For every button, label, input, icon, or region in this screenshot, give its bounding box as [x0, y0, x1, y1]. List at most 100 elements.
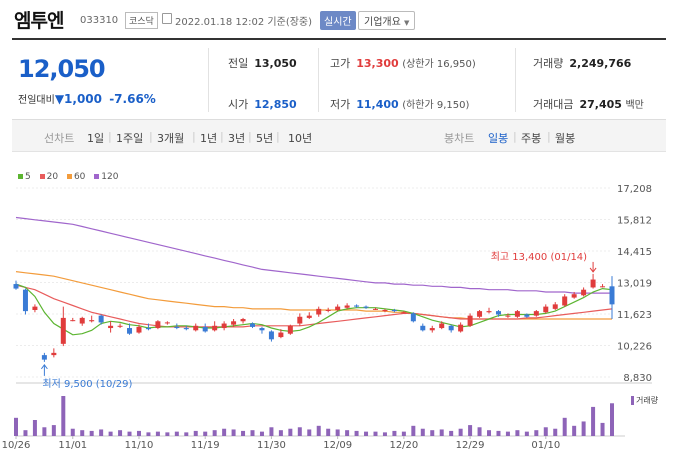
volume-bar	[477, 427, 482, 436]
y-tick-label: 15,812	[617, 216, 652, 227]
separator: |	[192, 130, 196, 143]
volume-bar	[51, 425, 56, 436]
period-10y[interactable]: 10년	[288, 132, 313, 145]
volume-bar	[118, 430, 123, 436]
volume-bar	[288, 428, 293, 436]
candle-body	[467, 315, 473, 326]
volume-bar	[269, 427, 274, 436]
candle-body	[145, 328, 151, 330]
candle-body	[306, 315, 312, 318]
candle-body	[51, 352, 57, 356]
candle-weekly[interactable]: 주봉	[521, 132, 542, 145]
candle-body	[571, 294, 577, 298]
candle-body	[581, 289, 587, 296]
candle-body	[477, 311, 483, 317]
market-badge: 코스닥	[125, 12, 158, 29]
volume-bar	[127, 431, 132, 436]
x-tick-label: 11/10	[125, 440, 154, 449]
change-label: 전일대비	[18, 95, 55, 106]
separator: |	[513, 130, 517, 143]
volume-bar	[553, 428, 558, 436]
volume-bar	[581, 421, 586, 436]
price-chart[interactable]: 17,208 15,812 14,415 13,019 11,623 10,226 8,83…	[0, 178, 673, 390]
realtime-button[interactable]: 실시간	[320, 11, 356, 30]
period-1d[interactable]: 1일	[87, 132, 105, 145]
volume-bar	[14, 417, 18, 436]
volume-bar	[241, 430, 246, 436]
period-1w[interactable]: 1주일	[116, 132, 144, 145]
y-tick-label: 14,415	[617, 247, 652, 258]
candle-body	[429, 328, 435, 331]
candle-body	[335, 306, 341, 310]
volume-bar	[392, 430, 397, 436]
low-label: 저가	[330, 98, 351, 111]
volume-chart[interactable]: 10/26 11/01 11/10 11/19 11/30 12/09 12/20 12/29…	[0, 388, 673, 449]
prev-close-value: 13,050	[254, 57, 297, 70]
volume-bar	[212, 430, 217, 436]
candle-body	[533, 311, 539, 316]
y-tick-label: 10,226	[617, 342, 652, 353]
candle-body	[448, 325, 454, 331]
candle-body	[127, 328, 133, 334]
high-arrow-head	[589, 267, 597, 273]
volume-bar	[335, 429, 340, 436]
stock-name: 엠투엔	[14, 10, 64, 32]
header-bar: 엠투엔 033310 코스닥 2022.01.18 12:02 기준(장중) 실…	[0, 0, 673, 38]
prev-close: 전일 13,050	[228, 55, 297, 71]
y-tick-label: 17,208	[617, 184, 652, 195]
candle-monthly[interactable]: 월봉	[555, 132, 576, 145]
ma5-line	[15, 283, 613, 336]
volume-bar	[364, 431, 369, 436]
change-percent: -7.66%	[109, 92, 156, 106]
candle-body	[41, 355, 47, 360]
period-toolbar: 선차트 1일 | 1주일 | 3개월 | 1년 | 3년 | 5년 | 10년 …	[12, 120, 666, 152]
candle-body	[32, 306, 38, 310]
candle-body	[372, 308, 378, 310]
volume-bar	[562, 417, 567, 436]
candle-body	[552, 304, 558, 309]
volume-bar	[231, 429, 236, 436]
candle-body	[382, 309, 388, 312]
volume-label: 거래량	[533, 57, 564, 70]
ma120-line	[15, 216, 612, 294]
candle-body	[174, 326, 180, 329]
volume-bar	[401, 431, 406, 436]
y-tick-label: 11,623	[617, 310, 652, 321]
candle-body	[316, 308, 322, 315]
company-info-label: 기업개요	[364, 17, 401, 28]
candle-body	[13, 284, 19, 289]
volume-bar	[250, 430, 255, 436]
lower-limit: (하한가 9,150)	[402, 100, 470, 111]
candle-daily[interactable]: 일봉	[488, 132, 509, 145]
volume-bar	[99, 429, 104, 436]
period-3m[interactable]: 3개월	[157, 132, 185, 145]
volume-bar	[307, 429, 312, 436]
volume-bar	[572, 425, 577, 436]
volume-bar	[345, 430, 350, 436]
open-label: 시가	[228, 98, 249, 111]
candle-body	[354, 305, 360, 307]
candle-body	[193, 325, 199, 331]
candle-body	[439, 323, 445, 329]
quote-panel: 12,050 전일대비▼1,000 -7.66% 전일 13,050 고가 13,3…	[12, 40, 666, 120]
period-5y[interactable]: 5년	[256, 132, 274, 145]
current-price: 12,050	[18, 55, 106, 83]
candle-body	[183, 328, 189, 330]
separator: |	[149, 130, 153, 143]
high-value: 13,300	[356, 57, 399, 70]
legend-ma20: 20	[39, 172, 58, 182]
volume-bar	[354, 430, 359, 436]
candle-body	[495, 311, 501, 315]
candle-body	[155, 321, 161, 329]
open-value: 12,850	[254, 98, 297, 111]
upper-limit: (상한가 16,950)	[402, 59, 476, 70]
candle-body	[221, 323, 227, 329]
volume-bar	[600, 422, 605, 436]
company-info-dropdown[interactable]: 기업개요 ▼	[358, 11, 416, 30]
candle-body	[325, 309, 331, 311]
candle-body	[486, 311, 492, 313]
period-1y[interactable]: 1년	[200, 132, 218, 145]
period-3y[interactable]: 3년	[228, 132, 246, 145]
volume-bar	[420, 428, 425, 436]
volume-bar	[278, 430, 283, 436]
